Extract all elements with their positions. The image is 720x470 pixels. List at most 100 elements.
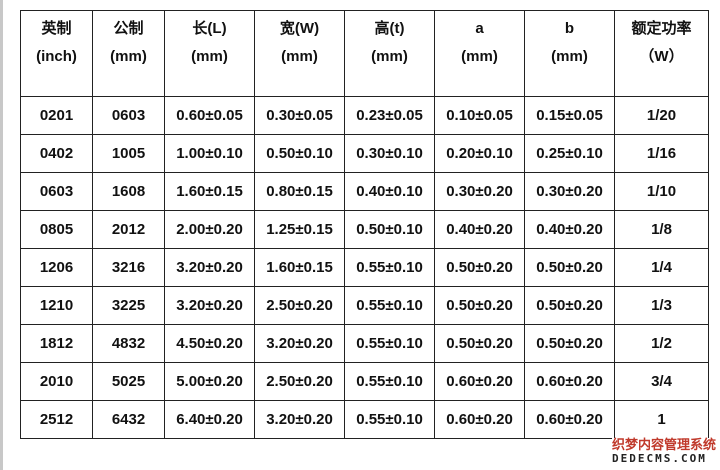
header-unit: (mm) [551, 48, 588, 65]
table-cell: 4.50±0.20 [164, 324, 255, 363]
table-cell: 5025 [92, 362, 165, 401]
header-unit: (mm) [110, 48, 147, 65]
table-cell: 1/20 [614, 96, 709, 135]
table-cell: 0.40±0.20 [434, 210, 525, 249]
table-cell: 0.30±0.05 [254, 96, 345, 135]
table-cell: 2010 [20, 362, 93, 401]
table-cell: 1/3 [614, 286, 709, 325]
table-cell: 0.60±0.20 [434, 400, 525, 439]
table-cell: 3216 [92, 248, 165, 287]
table-cell: 2512 [20, 400, 93, 439]
table-cell: 0.30±0.10 [344, 134, 435, 173]
table-cell: 0805 [20, 210, 93, 249]
table-cell: 0.30±0.20 [434, 172, 525, 211]
table-row: 1210 3225 3.20±0.20 2.50±0.20 0.55±0.10 0.50±… [20, 286, 709, 325]
table-cell: 0603 [92, 96, 165, 135]
table-cell: 2.50±0.20 [254, 286, 345, 325]
table-cell: 0.55±0.10 [344, 248, 435, 287]
table-row: 0402 1005 1.00±0.10 0.50±0.10 0.30±0.10 0.20±… [20, 134, 709, 173]
table-cell: 3/4 [614, 362, 709, 401]
table-cell: 6.40±0.20 [164, 400, 255, 439]
table-cell: 0.20±0.10 [434, 134, 525, 173]
table-row: 1206 3216 3.20±0.20 1.60±0.15 0.55±0.10 0.50±… [20, 248, 709, 287]
header-row: 英制 (inch) 公制 (mm) 长(L) (mm) 宽(W) (mm) 高(t) (mm) a (… [20, 10, 709, 97]
header-label: 公制 [113, 20, 144, 37]
table-cell: 2.50±0.20 [254, 362, 345, 401]
table-row: 0805 2012 2.00±0.20 1.25±0.15 0.50±0.10 0.40±… [20, 210, 709, 249]
header-cell: a (mm) [434, 10, 525, 97]
table-cell: 0603 [20, 172, 93, 211]
table-cell: 0.40±0.20 [524, 210, 615, 249]
table-cell: 1/2 [614, 324, 709, 363]
header-unit: (mm) [191, 48, 228, 65]
header-unit: (mm) [461, 48, 498, 65]
table-row: 0201 0603 0.60±0.05 0.30±0.05 0.23±0.05 0.10±… [20, 96, 709, 135]
table-cell: 0.60±0.20 [434, 362, 525, 401]
resistor-size-table: 英制 (inch) 公制 (mm) 长(L) (mm) 宽(W) (mm) 高(t) (mm) a (… [20, 10, 709, 439]
table-cell: 0.55±0.10 [344, 324, 435, 363]
table-cell: 0.23±0.05 [344, 96, 435, 135]
header-label: 英制 [41, 20, 72, 37]
table-cell: 0.55±0.10 [344, 362, 435, 401]
header-label: 长(L) [192, 20, 227, 37]
table-cell: 0.60±0.20 [524, 362, 615, 401]
table-cell: 6432 [92, 400, 165, 439]
table-cell: 3.20±0.20 [164, 286, 255, 325]
header-unit: （W） [639, 48, 684, 65]
table-cell: 5.00±0.20 [164, 362, 255, 401]
header-cell: b (mm) [524, 10, 615, 97]
table-cell: 1206 [20, 248, 93, 287]
table-row: 0603 1608 1.60±0.15 0.80±0.15 0.40±0.10 0.30±… [20, 172, 709, 211]
table-cell: 0.25±0.10 [524, 134, 615, 173]
watermark-line2: DEDECMS.COM [612, 452, 707, 465]
header-unit: (mm) [281, 48, 318, 65]
table-row: 2512 6432 6.40±0.20 3.20±0.20 0.55±0.10 0.60±… [20, 400, 709, 439]
left-edge-bar [0, 0, 3, 470]
header-cell: 长(L) (mm) [164, 10, 255, 97]
table-cell: 1.00±0.10 [164, 134, 255, 173]
table-cell: 0.55±0.10 [344, 286, 435, 325]
table-cell: 0.50±0.20 [524, 286, 615, 325]
table-row: 2010 5025 5.00±0.20 2.50±0.20 0.55±0.10 0.60±… [20, 362, 709, 401]
table-cell: 2012 [92, 210, 165, 249]
table-cell: 1/8 [614, 210, 709, 249]
watermark: 织梦内容管理系统 DEDECMS.COM [612, 437, 717, 466]
table-cell: 1.60±0.15 [164, 172, 255, 211]
header-cell: 公制 (mm) [92, 10, 165, 97]
table-cell: 0.40±0.10 [344, 172, 435, 211]
table-cell: 3.20±0.20 [164, 248, 255, 287]
table-cell: 2.00±0.20 [164, 210, 255, 249]
header-cell: 宽(W) (mm) [254, 10, 345, 97]
header-label: 高(t) [374, 20, 405, 37]
header-label: a [475, 20, 484, 37]
table-cell: 1.60±0.15 [254, 248, 345, 287]
table-cell: 4832 [92, 324, 165, 363]
table-cell: 0.50±0.20 [434, 248, 525, 287]
table-cell: 0.50±0.20 [434, 324, 525, 363]
header-label: 额定功率 [631, 20, 692, 37]
watermark-line1: 织梦内容管理系统 [612, 437, 717, 452]
table-cell: 0.15±0.05 [524, 96, 615, 135]
table-cell: 0.50±0.20 [524, 248, 615, 287]
table-cell: 0.50±0.20 [434, 286, 525, 325]
table-cell: 0.50±0.10 [344, 210, 435, 249]
table-row: 1812 4832 4.50±0.20 3.20±0.20 0.55±0.10 0.50±… [20, 324, 709, 363]
table-cell: 0.55±0.10 [344, 400, 435, 439]
table-cell: 0.50±0.10 [254, 134, 345, 173]
header-cell: 高(t) (mm) [344, 10, 435, 97]
table-cell: 0.60±0.20 [524, 400, 615, 439]
table-cell: 3.20±0.20 [254, 400, 345, 439]
table-cell: 1608 [92, 172, 165, 211]
header-cell: 英制 (inch) [20, 10, 93, 97]
header-label: b [564, 20, 575, 37]
table-cell: 1/10 [614, 172, 709, 211]
table-cell: 3.20±0.20 [254, 324, 345, 363]
table-cell: 1 [614, 400, 709, 439]
table-cell: 0.60±0.05 [164, 96, 255, 135]
header-unit: (inch) [36, 48, 77, 65]
header-cell: 额定功率 （W） [614, 10, 709, 97]
table-cell: 1/4 [614, 248, 709, 287]
table-cell: 1005 [92, 134, 165, 173]
table-cell: 1210 [20, 286, 93, 325]
table-cell: 0402 [20, 134, 93, 173]
